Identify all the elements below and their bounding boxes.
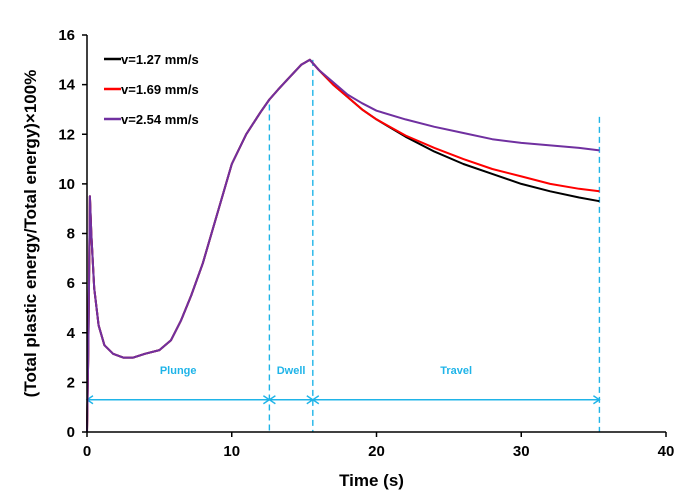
series-line-3	[86, 58, 600, 433]
y-axis-title: (Total plastic energy/Total energy)×100%	[21, 70, 40, 398]
y-tick-label: 4	[67, 325, 76, 342]
x-tick-label: 10	[223, 443, 240, 460]
y-tick-label: 16	[58, 27, 75, 44]
legend-label-2: v=1.69 mm/s	[121, 82, 199, 97]
x-axis-ticks: 0 10 20 30 40	[83, 432, 675, 460]
x-tick-label: 30	[513, 443, 530, 460]
y-tick-label: 2	[67, 374, 75, 391]
phase-label-plunge: Plunge	[160, 365, 197, 377]
arrow-head-icon	[268, 395, 276, 405]
y-tick-label: 8	[67, 226, 75, 243]
y-tick-label: 10	[58, 176, 75, 193]
arrow-head-icon	[593, 395, 601, 405]
phase-annotations: Plunge Dwell Travel	[85, 59, 601, 432]
series-lines	[86, 58, 600, 433]
arrow-head-icon	[311, 395, 320, 405]
phase-label-travel: Travel	[440, 365, 472, 377]
x-tick-label: 0	[83, 443, 91, 460]
x-tick-label: 40	[658, 443, 675, 460]
x-tick-label: 20	[368, 443, 385, 460]
legend-label-3: v=2.54 mm/s	[121, 112, 199, 127]
y-tick-label: 12	[58, 126, 75, 143]
y-tick-label: 14	[58, 77, 75, 94]
legend: v=1.27 mm/s v=1.69 mm/s v=2.54 mm/s	[104, 52, 199, 127]
legend-label-1: v=1.27 mm/s	[121, 52, 199, 67]
y-tick-label: 0	[67, 424, 75, 441]
y-tick-label: 6	[67, 275, 75, 292]
x-axis-title: Time (s)	[339, 471, 404, 490]
phase-label-dwell: Dwell	[277, 365, 306, 377]
y-axis-ticks: 0 2 4 6 8 10 12 14 16	[58, 27, 87, 441]
